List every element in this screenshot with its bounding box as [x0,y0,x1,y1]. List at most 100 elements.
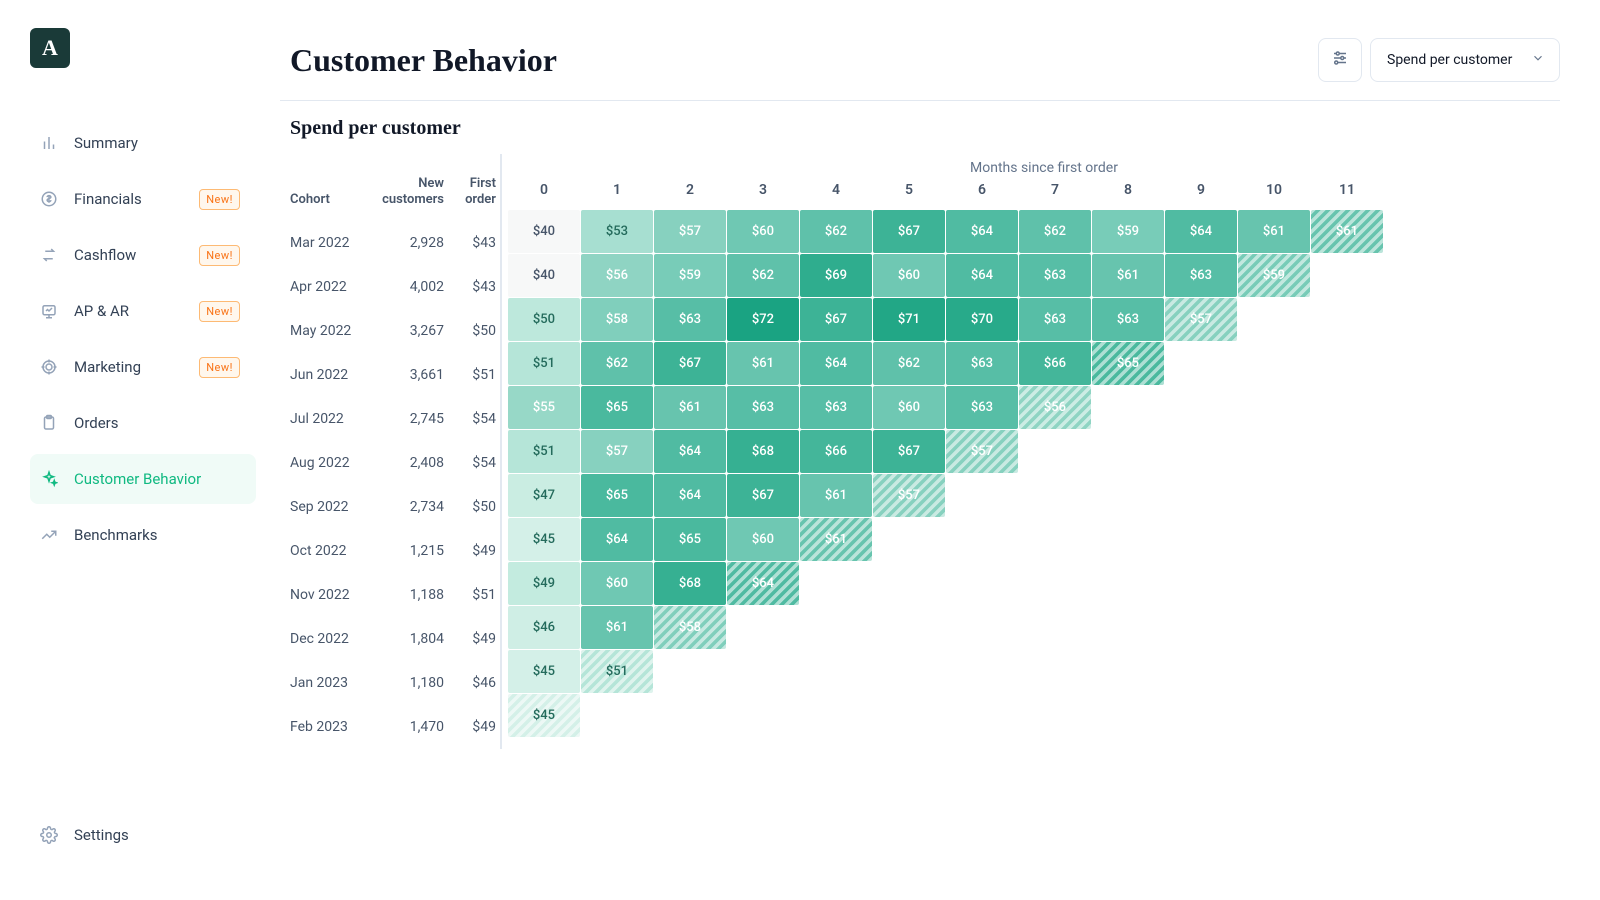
month-header: 4 [800,182,872,198]
heatmap-cell: $64 [654,474,726,517]
sidebar: A Summary FinancialsNew! CashflowNew! AP & … [0,0,280,900]
heatmap-cell: $58 [581,298,653,341]
month-header: 1 [581,182,653,198]
heatmap-cell: $61 [1311,210,1383,253]
cohort-new_customers: 1,188 [374,587,444,603]
cohort-row-cells: $45 [508,694,1580,737]
cohort-new_customers: 3,267 [374,323,444,339]
heatmap-cell: $67 [654,342,726,385]
month-header: 7 [1019,182,1091,198]
sidebar-item-customer-behavior[interactable]: Customer Behavior [30,454,256,504]
cohort-left: Cohort New customers First order Mar 202… [290,154,500,749]
heatmap-cell: $71 [873,298,945,341]
cohort-first_order: $49 [448,719,496,735]
heatmap-cell: $60 [727,210,799,253]
cohort-row-left: Mar 20222,928$43 [290,221,500,265]
cohort-cohort: Dec 2022 [290,631,370,647]
cohort-row-cells: $47$65$64$67$61$57 [508,474,1580,517]
sidebar-item-summary[interactable]: Summary [30,118,256,168]
heatmap-cell: $55 [508,386,580,429]
cohort-cohort: Feb 2023 [290,719,370,735]
cohort-first_order: $50 [448,499,496,515]
heatmap-cell: $68 [654,562,726,605]
section-title: Spend per customer [290,117,1580,140]
heatmap-cell: $60 [727,518,799,561]
col-new-customers: New customers [374,176,444,207]
heatmap-cell: $62 [581,342,653,385]
cohort-row-left: Aug 20222,408$54 [290,441,500,485]
sidebar-item-settings[interactable]: Settings [30,810,256,860]
month-header: 11 [1311,182,1383,198]
sidebar-item-ap-ar[interactable]: AP & ARNew! [30,286,256,336]
cohort-cohort: Mar 2022 [290,235,370,251]
metric-select-label: Spend per customer [1387,52,1512,68]
heatmap-cell: $62 [1019,210,1091,253]
cohort-cohort: Oct 2022 [290,543,370,559]
target-icon [38,356,60,378]
heatmap-cell: $47 [508,474,580,517]
cohort-cohort: Aug 2022 [290,455,370,471]
cohort-new_customers: 1,215 [374,543,444,559]
main: Customer Behavior Spend per customer Spe… [280,0,1600,900]
header-controls: Spend per customer [1318,38,1560,82]
sidebar-item-cashflow[interactable]: CashflowNew! [30,230,256,280]
heatmap-cell: $64 [727,562,799,605]
sidebar-item-financials[interactable]: FinancialsNew! [30,174,256,224]
cohort-row-left: Jan 20231,180$46 [290,661,500,705]
filter-button[interactable] [1318,38,1362,82]
heatmap-cell: $51 [508,430,580,473]
heatmap-cell: $63 [1019,254,1091,297]
heatmap-cell: $63 [800,386,872,429]
heatmap-cell: $62 [727,254,799,297]
cohort-new_customers: 1,180 [374,675,444,691]
sidebar-item-benchmarks[interactable]: Benchmarks [30,510,256,560]
heatmap-cell: $60 [873,254,945,297]
cohort-first_order: $51 [448,587,496,603]
heatmap-cell: $63 [1019,298,1091,341]
heatmap-cell: $57 [946,430,1018,473]
cohort-row-left: Jul 20222,745$54 [290,397,500,441]
cohort-cohort: Nov 2022 [290,587,370,603]
dollar-icon [38,188,60,210]
heatmap-cell: $66 [800,430,872,473]
col-first-order: First order [448,176,496,207]
heatmap-cell: $61 [800,518,872,561]
cohort-first_order: $54 [448,411,496,427]
cohort-new_customers: 1,804 [374,631,444,647]
heatmap-cell: $64 [946,254,1018,297]
heatmap-cell: $69 [800,254,872,297]
present-icon [38,300,60,322]
cohort-row-left: Jun 20223,661$51 [290,353,500,397]
heatmap-cell: $63 [1165,254,1237,297]
page-header: Customer Behavior Spend per customer [280,38,1560,101]
heatmap-cell: $59 [1092,210,1164,253]
cohort-row-cells: $40$53$57$60$62$67$64$62$59$64$61$61 [508,210,1580,253]
cohort-cohort: Jan 2023 [290,675,370,691]
cohort-row-cells: $45$51 [508,650,1580,693]
cohort-row-left: Sep 20222,734$50 [290,485,500,529]
month-header: 9 [1165,182,1237,198]
months-caption: Months since first order [508,154,1580,182]
heatmap-cell: $56 [581,254,653,297]
heatmap-cell: $45 [508,694,580,737]
trend-icon [38,524,60,546]
heatmap-cell: $61 [1238,210,1310,253]
nav: Summary FinancialsNew! CashflowNew! AP & AR… [30,112,280,810]
cohort-first_order: $50 [448,323,496,339]
heatmap-cell: $70 [946,298,1018,341]
month-header: 0 [508,182,580,198]
cohort-row-left: May 20223,267$50 [290,309,500,353]
metric-select[interactable]: Spend per customer [1370,38,1560,82]
cohort-new_customers: 2,408 [374,455,444,471]
cohort-first_order: $46 [448,675,496,691]
heatmap-cell: $46 [508,606,580,649]
month-header: 5 [873,182,945,198]
sidebar-item-marketing[interactable]: MarketingNew! [30,342,256,392]
col-cohort: Cohort [290,192,370,208]
sliders-icon [1331,49,1349,71]
brand-logo[interactable]: A [30,28,70,68]
cohort-row-left: Dec 20221,804$49 [290,617,500,661]
sidebar-item-orders[interactable]: Orders [30,398,256,448]
heatmap-cell: $57 [873,474,945,517]
cohort-new_customers: 1,470 [374,719,444,735]
